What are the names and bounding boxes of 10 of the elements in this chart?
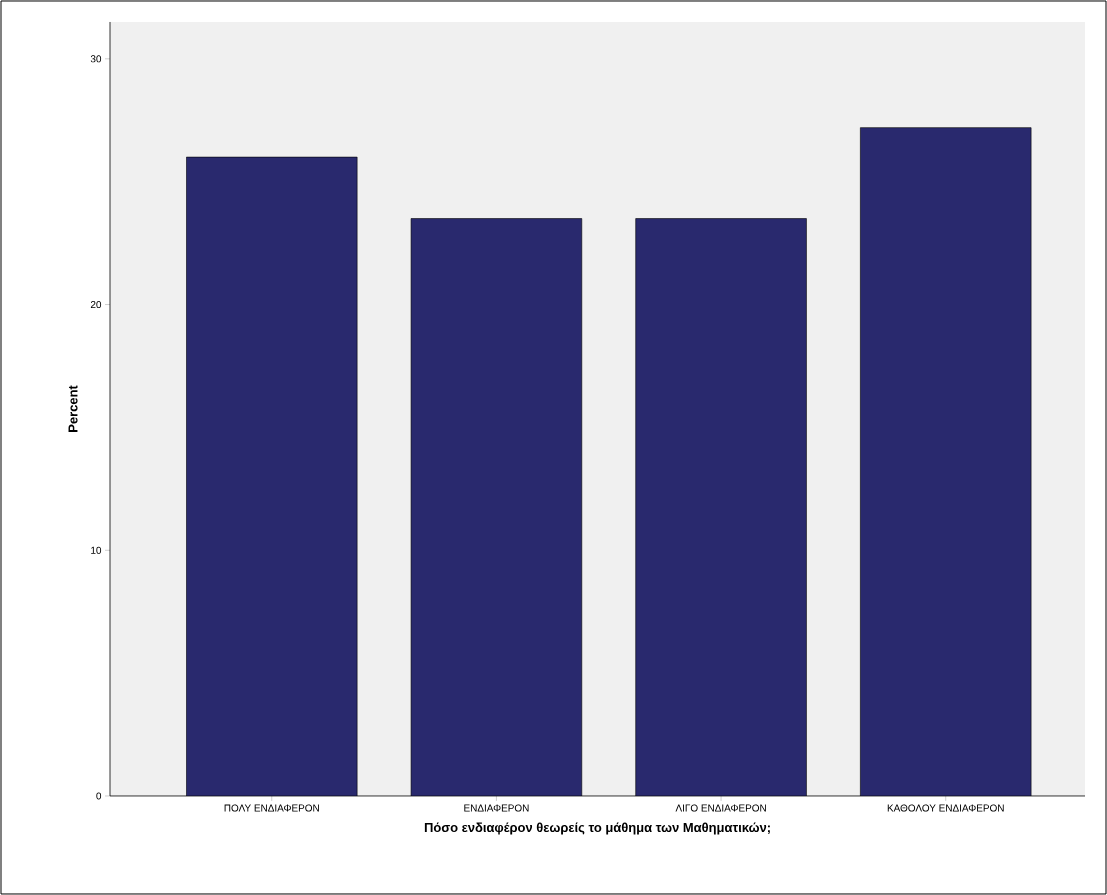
y-tick-label: 20 xyxy=(90,301,102,309)
y-tick-label: 30 xyxy=(90,55,102,63)
x-tick-label: ΠΟΛΥ ΕΝΔΙΑΦΕΡΟΝ xyxy=(224,804,319,812)
x-tick-label: ΛΙΓΟ ΕΝΔΙΑΦΕΡΟΝ xyxy=(675,804,766,812)
x-axis-title: Πόσο ενδιαφέρον θεωρείς το μάθημα των Μαθηματικών; xyxy=(424,822,770,835)
y-axis-title: Percent xyxy=(68,385,78,432)
y-tick-label: 10 xyxy=(91,546,102,554)
x-tick-label: ΚΑΘΟΛΟΥ ΕΝΔΙΑΦΕΡΟΝ xyxy=(887,804,1004,812)
y-tick-label: 0 xyxy=(96,792,102,800)
x-tick-label: ΕΝΔΙΑΦΕΡΟΝ xyxy=(464,804,529,812)
